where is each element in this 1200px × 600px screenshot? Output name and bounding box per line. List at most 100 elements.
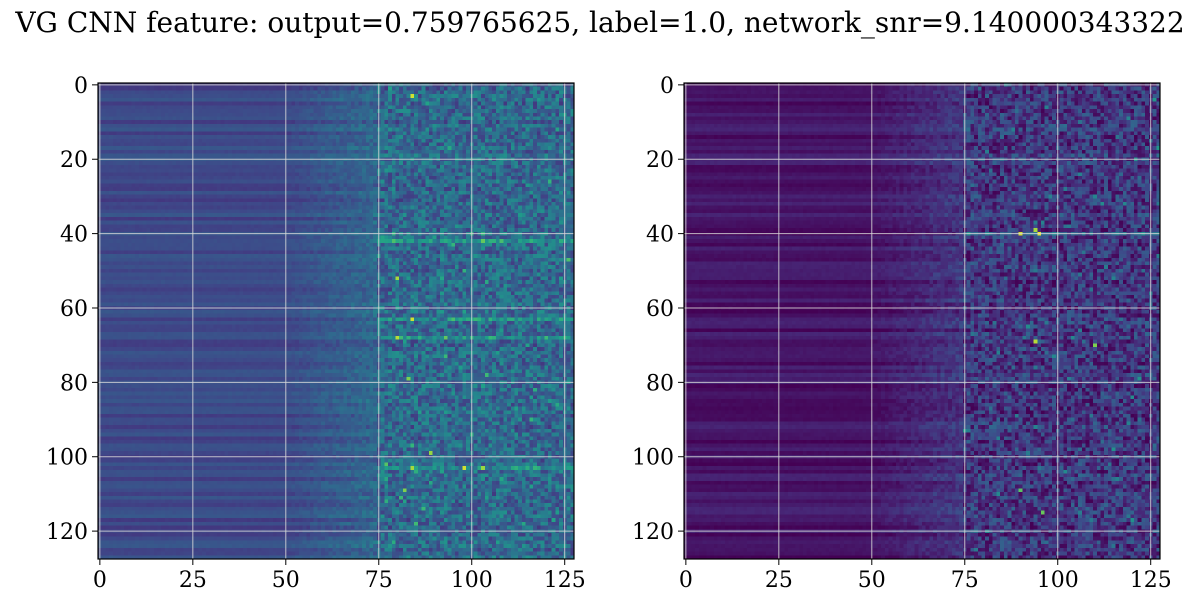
heatmap-cell [347, 183, 351, 187]
heatmap-cell [273, 87, 277, 91]
heatmap-cell [221, 221, 225, 225]
heatmap-cell [373, 169, 377, 173]
heatmap-cell [210, 87, 214, 91]
heatmap-cell [552, 209, 556, 213]
heatmap-cell [422, 165, 426, 169]
heatmap-cell [351, 172, 355, 176]
heatmap-cell [321, 195, 325, 199]
heatmap-cell [128, 161, 132, 165]
heatmap-cell [444, 161, 448, 165]
heatmap-cell [291, 146, 295, 150]
heatmap-cell [113, 169, 117, 173]
heatmap-cell [184, 146, 188, 150]
heatmap-cell [340, 120, 344, 124]
heatmap-cell [515, 143, 519, 147]
heatmap-cell [150, 206, 154, 210]
heatmap-cell [158, 131, 162, 135]
heatmap-cell [488, 109, 492, 113]
heatmap-cell [537, 150, 541, 154]
heatmap-cell [269, 139, 273, 143]
heatmap-cell [422, 209, 426, 213]
heatmap-cell [503, 139, 507, 143]
heatmap-cell [202, 180, 206, 184]
heatmap-cell [329, 116, 333, 120]
heatmap-cell [496, 187, 500, 191]
heatmap-cell [366, 187, 370, 191]
heatmap-cell [169, 150, 173, 154]
heatmap-cell [533, 217, 537, 221]
heatmap-cell [250, 195, 254, 199]
heatmap-cell [154, 195, 158, 199]
heatmap-cell [314, 224, 318, 228]
heatmap-cell [492, 183, 496, 187]
heatmap-cell [555, 169, 559, 173]
heatmap-cell [314, 187, 318, 191]
heatmap-cell [325, 131, 329, 135]
heatmap-cell [161, 90, 165, 94]
heatmap-cell [429, 221, 433, 225]
heatmap-cell [221, 161, 225, 165]
heatmap-cell [548, 124, 552, 128]
heatmap-cell [496, 209, 500, 213]
heatmap-cell [418, 113, 422, 117]
heatmap-cell [243, 146, 247, 150]
heatmap-cell [500, 90, 504, 94]
heatmap-cell [418, 191, 422, 195]
heatmap-cell [180, 213, 184, 217]
heatmap-cell [455, 113, 459, 117]
heatmap-cell [131, 146, 135, 150]
heatmap-cell [195, 176, 199, 180]
heatmap-cell [455, 150, 459, 154]
heatmap-cell [388, 161, 392, 165]
heatmap-cell [541, 131, 545, 135]
heatmap-cell [303, 206, 307, 210]
heatmap-cell [228, 224, 232, 228]
heatmap-cell [154, 120, 158, 124]
heatmap-cell [448, 116, 452, 120]
heatmap-cell [105, 124, 109, 128]
heatmap-cell [150, 131, 154, 135]
heatmap-cell [184, 116, 188, 120]
heatmap-cell [102, 183, 106, 187]
heatmap-cell [429, 128, 433, 132]
heatmap-cell [433, 187, 437, 191]
heatmap-cell [295, 131, 299, 135]
heatmap-cell [433, 131, 437, 135]
heatmap-cell [399, 120, 403, 124]
heatmap-cell [358, 183, 362, 187]
heatmap-cell [202, 224, 206, 228]
heatmap-cell [113, 139, 117, 143]
heatmap-cell [433, 180, 437, 184]
heatmap-cell [485, 113, 489, 117]
heatmap-cell [548, 102, 552, 106]
heatmap-cell [180, 198, 184, 202]
heatmap-cell [117, 224, 121, 228]
heatmap-cell [239, 143, 243, 147]
heatmap-cell [343, 98, 347, 102]
heatmap-cell [537, 221, 541, 225]
heatmap-cell [466, 206, 470, 210]
heatmap-cell [440, 187, 444, 191]
heatmap-cell [165, 135, 169, 139]
heatmap-cell [250, 180, 254, 184]
heatmap-cell [392, 206, 396, 210]
heatmap-cell [336, 146, 340, 150]
heatmap-cell [202, 165, 206, 169]
heatmap-cell [172, 135, 176, 139]
heatmap-cell [102, 150, 106, 154]
heatmap-cell [262, 139, 266, 143]
heatmap-cell [280, 94, 284, 98]
heatmap-cell [410, 217, 414, 221]
heatmap-cell [358, 124, 362, 128]
heatmap-cell [306, 135, 310, 139]
heatmap-cell [407, 161, 411, 165]
heatmap-cell [459, 213, 463, 217]
heatmap-cell [488, 128, 492, 132]
heatmap-cell [410, 105, 414, 109]
heatmap-cell [552, 183, 556, 187]
heatmap-cell [273, 209, 277, 213]
heatmap-cell [306, 209, 310, 213]
heatmap-cell [317, 143, 321, 147]
heatmap-cell [288, 165, 292, 169]
